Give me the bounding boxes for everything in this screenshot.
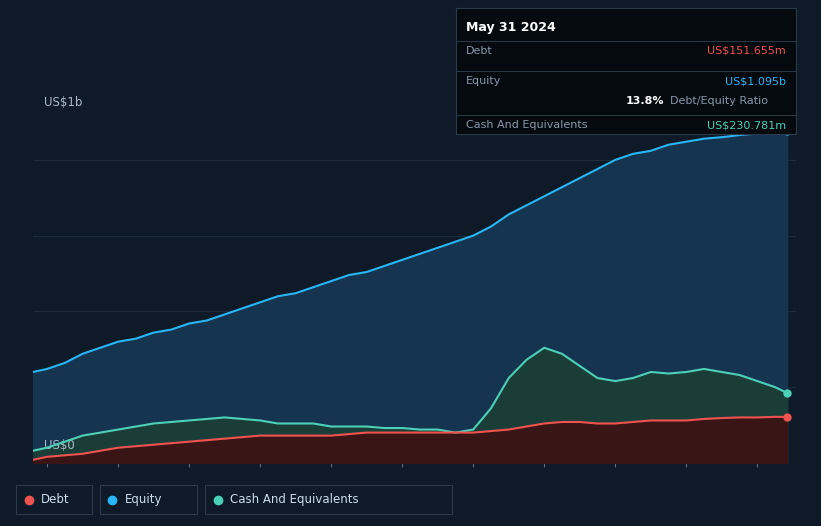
Text: 13.8%: 13.8% bbox=[626, 96, 664, 106]
Text: May 31 2024: May 31 2024 bbox=[466, 21, 556, 34]
Text: Cash And Equivalents: Cash And Equivalents bbox=[230, 493, 359, 506]
Text: Equity: Equity bbox=[466, 76, 502, 86]
Text: US$1b: US$1b bbox=[44, 96, 83, 108]
Text: US$230.781m: US$230.781m bbox=[707, 120, 787, 130]
Text: Debt: Debt bbox=[466, 46, 493, 56]
Text: Cash And Equivalents: Cash And Equivalents bbox=[466, 120, 587, 130]
Text: US$151.655m: US$151.655m bbox=[708, 46, 787, 56]
Text: Equity: Equity bbox=[125, 493, 163, 506]
Text: US$0: US$0 bbox=[44, 439, 75, 451]
Text: Debt/Equity Ratio: Debt/Equity Ratio bbox=[670, 96, 768, 106]
Text: Debt: Debt bbox=[41, 493, 70, 506]
Text: US$1.095b: US$1.095b bbox=[725, 76, 787, 86]
